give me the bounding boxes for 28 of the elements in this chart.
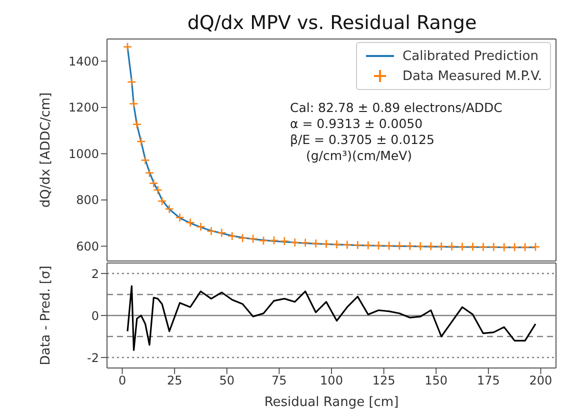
annotation: α = 0.9313 ± 0.0050	[290, 116, 424, 132]
x-tick-label: 125	[372, 374, 396, 388]
y-axis-title: dQ/dx [ADDC/cm]	[38, 92, 54, 208]
y-axis-title: Data - Pred. [σ]	[38, 266, 54, 366]
line-series	[126, 285, 536, 351]
y-tick-label: 0	[91, 308, 99, 323]
y-tick-label: 600	[76, 239, 99, 254]
x-tick-label: 75	[272, 374, 287, 388]
x-tick-label: 200	[529, 374, 552, 388]
annotation: Cal: 82.78 ± 0.89 electrons/ADDC	[290, 100, 502, 116]
y-tick-label: 1200	[68, 100, 99, 115]
annotation: β/E = 0.3705 ± 0.0125	[290, 132, 436, 148]
y-tick-label: -2	[87, 350, 99, 365]
x-tick-label: 100	[320, 374, 343, 388]
y-tick-label: 1400	[68, 54, 99, 68]
x-tick-label: 25	[166, 374, 182, 388]
x-tick-label: 0	[118, 374, 126, 388]
y-tick-label: 800	[76, 193, 99, 208]
x-tick-label: 150	[424, 374, 448, 388]
annotation: (g/cm³)(cm/MeV)	[305, 148, 413, 164]
y-tick-label: 2	[91, 266, 99, 281]
x-tick-label: 175	[476, 374, 500, 388]
x-axis-title: Residual Range [cm]	[264, 395, 399, 410]
legend-label: Calibrated Prediction	[402, 48, 538, 64]
legend-label: Data Measured M.P.V.	[402, 68, 542, 84]
x-tick-label: 50	[219, 374, 235, 388]
y-tick-label: 1000	[68, 146, 99, 161]
chart-title: dQ/dx MPV vs. Residual Range	[186, 11, 478, 36]
